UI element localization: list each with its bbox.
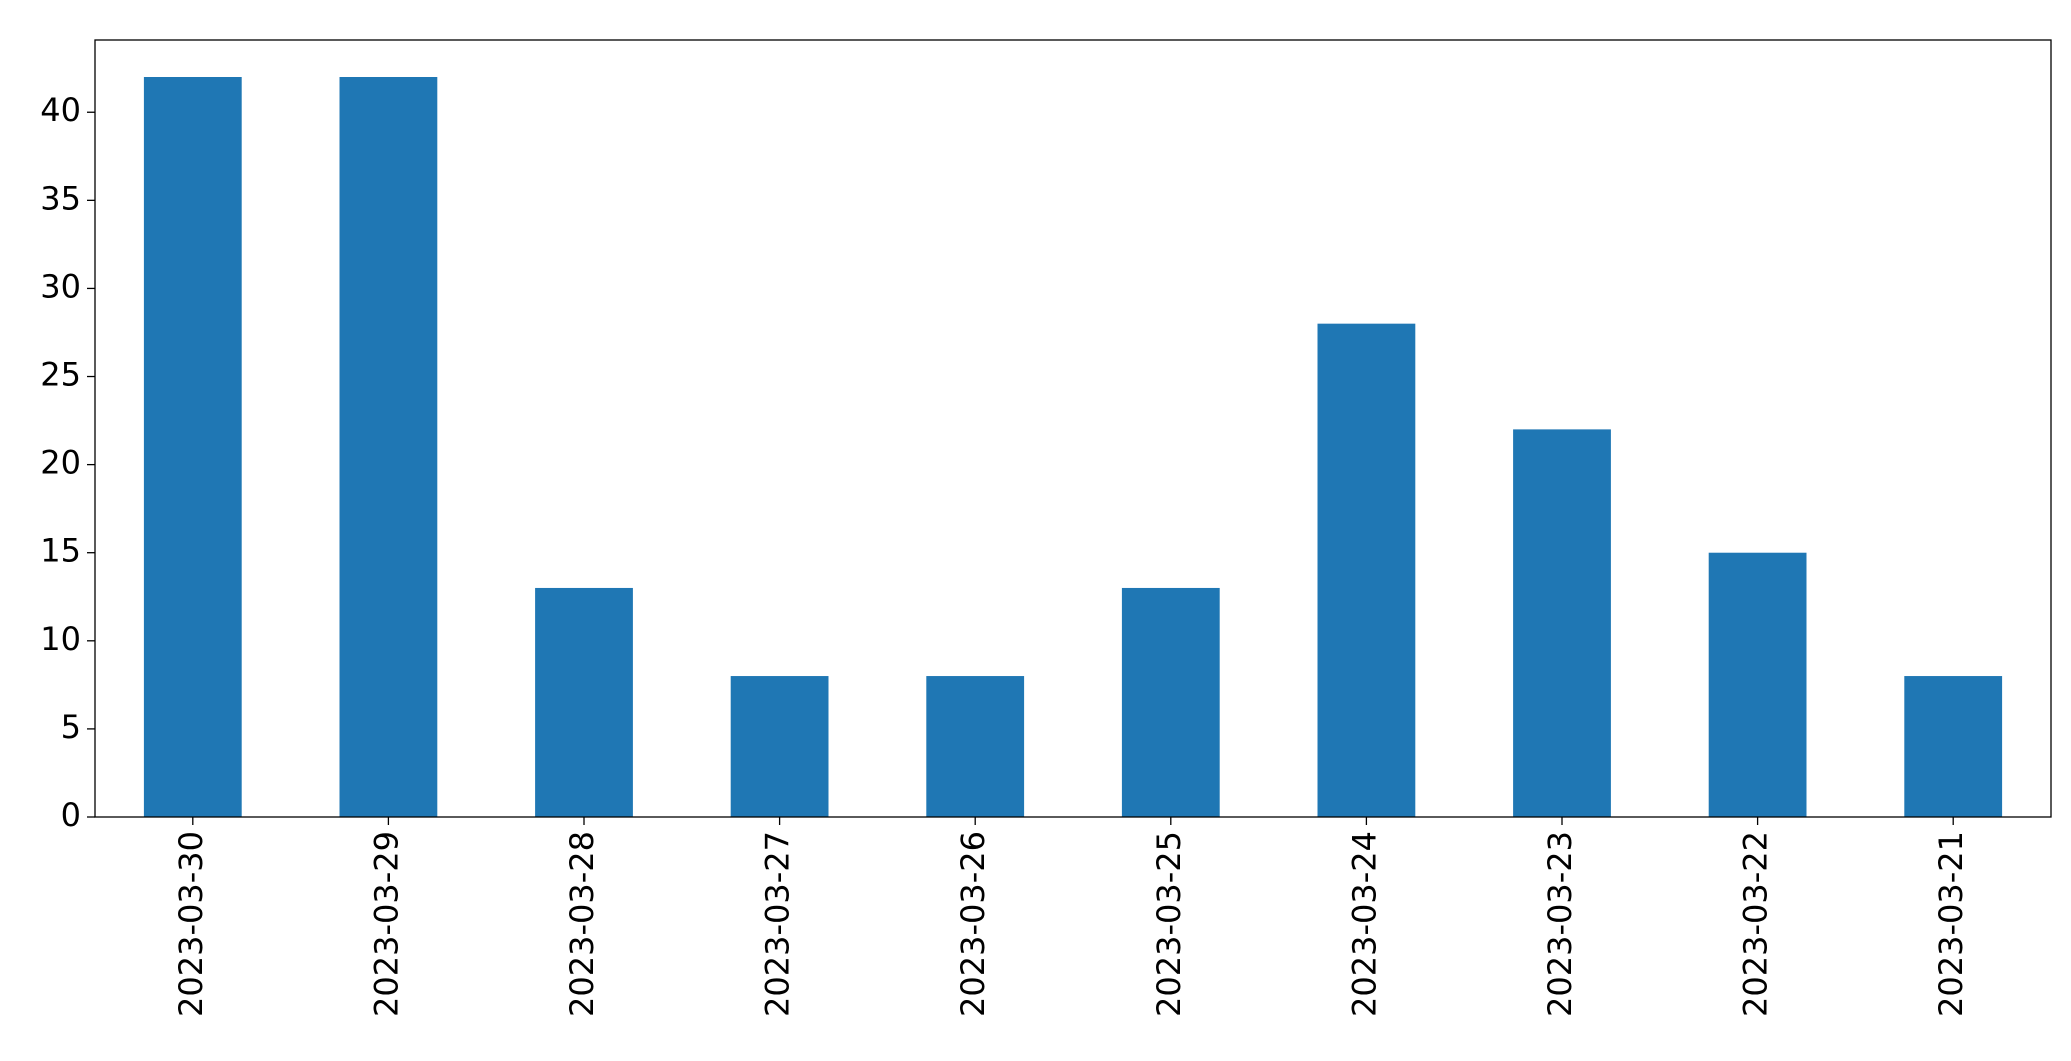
y-tick-label: 5 bbox=[61, 708, 81, 746]
bar bbox=[1121, 587, 1220, 817]
bar bbox=[926, 676, 1025, 817]
x-tick-label: 2023-03-28 bbox=[563, 831, 601, 1017]
bar bbox=[730, 676, 829, 817]
x-tick-label: 2023-03-21 bbox=[1932, 831, 1970, 1017]
y-tick-label: 40 bbox=[40, 91, 81, 129]
y-tick-label: 15 bbox=[40, 532, 81, 570]
y-tick-label: 35 bbox=[40, 179, 81, 217]
x-tick-label: 2023-03-30 bbox=[172, 831, 210, 1017]
bar bbox=[143, 77, 242, 817]
x-tick-label: 2023-03-27 bbox=[759, 831, 797, 1017]
bar bbox=[1708, 552, 1807, 817]
bar bbox=[1317, 323, 1416, 817]
x-tick-label: 2023-03-29 bbox=[367, 831, 405, 1017]
x-tick-label: 2023-03-26 bbox=[954, 831, 992, 1017]
y-tick-label: 20 bbox=[40, 444, 81, 482]
y-tick-label: 10 bbox=[40, 620, 81, 658]
y-tick-label: 0 bbox=[61, 796, 81, 834]
x-tick-label: 2023-03-24 bbox=[1345, 831, 1383, 1017]
y-tick-label: 25 bbox=[40, 356, 81, 394]
y-tick-label: 30 bbox=[40, 267, 81, 305]
x-tick-label: 2023-03-25 bbox=[1150, 831, 1188, 1017]
bar bbox=[1513, 429, 1611, 817]
plot-frame bbox=[94, 39, 2052, 818]
bar bbox=[339, 77, 438, 817]
x-tick-label: 2023-03-23 bbox=[1541, 831, 1579, 1017]
bar bbox=[535, 587, 633, 817]
bar bbox=[1904, 676, 2003, 817]
x-tick-label: 2023-03-22 bbox=[1737, 831, 1775, 1017]
